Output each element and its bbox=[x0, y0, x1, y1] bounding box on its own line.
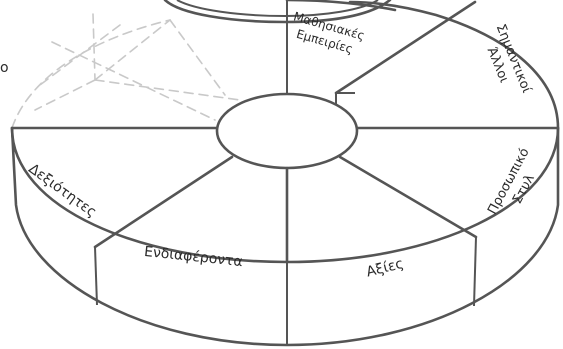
segment-label-line: Αξίες bbox=[365, 256, 406, 281]
divider-interests-skills bbox=[93, 155, 234, 249]
wheel-top-rim bbox=[10, 0, 560, 264]
label-cropped-left: o bbox=[0, 60, 9, 76]
segment-label-line: Δεξιότητες bbox=[25, 161, 99, 221]
segment-skills: Δεξιότητες bbox=[25, 161, 99, 221]
hub-notch-2 bbox=[335, 92, 355, 104]
wheel-hub bbox=[215, 92, 359, 170]
segment-personal-style: Προσωπικό Στυλ bbox=[485, 146, 538, 217]
side-edge-personal bbox=[473, 236, 477, 307]
divider-learning-significant bbox=[334, 0, 477, 95]
floating-piece-inner bbox=[176, 0, 379, 18]
missing-segment-dashed bbox=[11, 13, 241, 129]
segment-label-line: Ενδιαφέροντα bbox=[143, 244, 243, 270]
side-edge-interests bbox=[94, 246, 98, 306]
floating-piece-outline bbox=[163, 0, 392, 24]
wheel-top-rim-upper bbox=[285, 0, 397, 12]
divider-personal-values bbox=[338, 155, 478, 239]
segment-values: Αξίες bbox=[365, 256, 406, 281]
segment-interests: Ενδιαφέροντα bbox=[143, 244, 243, 270]
